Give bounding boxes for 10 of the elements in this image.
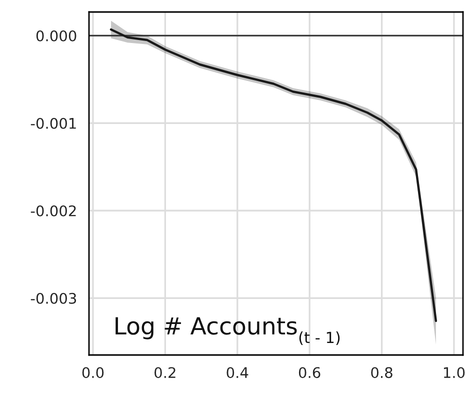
x-tick-label: 0.8 [371,367,392,378]
y-tick-label: 0.000 [36,30,76,42]
y-tick-label: -0.003 [30,292,76,304]
x-tick-label: 0.0 [82,367,104,378]
x-tick-label: 0.2 [154,367,176,378]
x-tick-label: 0.4 [226,367,248,378]
x-tick-label: 0.6 [298,367,320,378]
y-tick-label: -0.001 [30,118,76,129]
y-tick-label: -0.002 [30,205,76,216]
x-tick-label: 1.0 [444,367,465,378]
